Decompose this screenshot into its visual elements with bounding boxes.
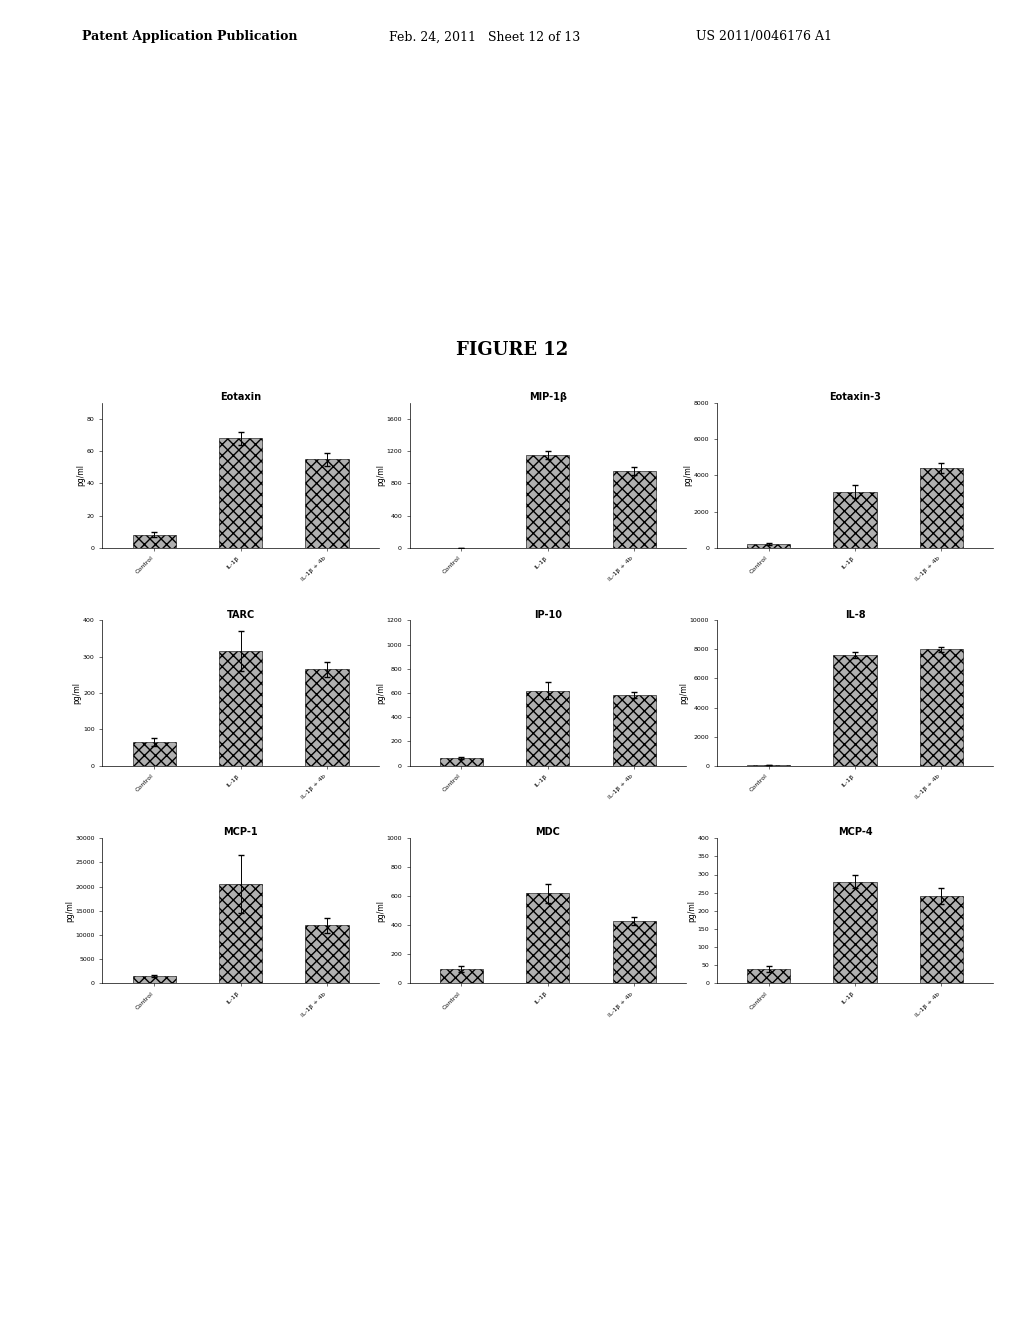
Bar — [920, 896, 963, 983]
Bar — [834, 491, 877, 548]
Title: MDC: MDC — [536, 828, 560, 837]
Bar — [526, 894, 569, 983]
Bar — [834, 882, 877, 983]
Bar — [612, 696, 655, 766]
Y-axis label: pg/ml: pg/ml — [376, 900, 385, 921]
Bar — [219, 651, 262, 766]
Bar — [440, 758, 483, 766]
Bar — [612, 471, 655, 548]
Bar — [526, 455, 569, 548]
Y-axis label: pg/ml: pg/ml — [65, 900, 74, 921]
Bar — [219, 438, 262, 548]
Bar — [305, 925, 348, 983]
Bar — [133, 977, 176, 983]
Text: Patent Application Publication: Patent Application Publication — [82, 30, 297, 44]
Bar — [612, 921, 655, 983]
Y-axis label: pg/ml: pg/ml — [376, 682, 385, 704]
Text: Feb. 24, 2011   Sheet 12 of 13: Feb. 24, 2011 Sheet 12 of 13 — [389, 30, 581, 44]
Bar — [920, 649, 963, 766]
Bar — [748, 969, 791, 983]
Bar — [305, 459, 348, 548]
Y-axis label: pg/ml: pg/ml — [683, 465, 692, 486]
Bar — [440, 969, 483, 983]
Title: IL-8: IL-8 — [845, 610, 865, 619]
Y-axis label: pg/ml: pg/ml — [687, 900, 696, 921]
Text: US 2011/0046176 A1: US 2011/0046176 A1 — [696, 30, 833, 44]
Y-axis label: pg/ml: pg/ml — [73, 682, 82, 704]
Bar — [133, 535, 176, 548]
Bar — [920, 469, 963, 548]
Text: FIGURE 12: FIGURE 12 — [456, 341, 568, 359]
Title: Eotaxin-3: Eotaxin-3 — [829, 392, 881, 401]
Title: IP-10: IP-10 — [534, 610, 562, 619]
Bar — [305, 669, 348, 766]
Title: MCP-1: MCP-1 — [223, 828, 258, 837]
Y-axis label: pg/ml: pg/ml — [679, 682, 688, 704]
Title: MCP-4: MCP-4 — [838, 828, 872, 837]
Y-axis label: pg/ml: pg/ml — [376, 465, 385, 486]
Title: MIP-1β: MIP-1β — [528, 392, 567, 401]
Bar — [834, 655, 877, 766]
Title: TARC: TARC — [226, 610, 255, 619]
Title: Eotaxin: Eotaxin — [220, 392, 261, 401]
Bar — [748, 544, 791, 548]
Bar — [526, 690, 569, 766]
Bar — [133, 742, 176, 766]
Y-axis label: pg/ml: pg/ml — [77, 465, 85, 486]
Bar — [219, 884, 262, 983]
